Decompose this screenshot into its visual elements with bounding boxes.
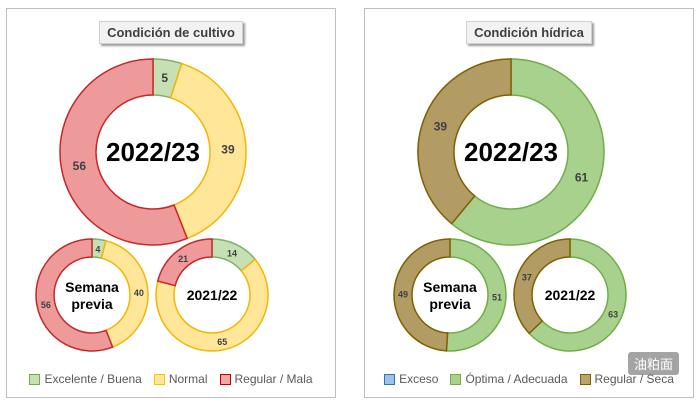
legend-swatch [29,373,41,385]
legend-label: Óptima / Adecuada [465,372,568,386]
donut-slice [393,238,451,352]
legend-swatch [219,373,231,385]
previous-week-label: Semana previa [65,279,119,312]
donut-slice [59,58,189,246]
donut-slice [155,258,269,352]
crop-condition-title: Condición de cultivo [99,21,243,44]
donut-slice [156,238,213,287]
data-label: 65 [217,337,227,347]
donut-slice [445,238,507,352]
legend-item-regular-mala: Regular / Mala [219,372,313,386]
water-condition-donut-charts: -61392022/23-5149Semanaprevia063372021/2… [393,58,627,352]
data-label: 39 [221,143,235,157]
donut-slice [169,62,247,240]
legend-label: Normal [168,372,208,386]
data-label: 49 [398,290,408,300]
data-label: 37 [522,272,532,282]
legend-swatch [450,373,462,385]
water-condition-panel: Condición hídrica -61392022/23-5149Seman… [364,8,694,398]
data-label: 14 [227,248,237,258]
legend-label: Excelente / Buena [44,372,142,386]
water-condition-legend: Exceso Óptima / Adecuada Regular / Seca [365,372,693,386]
legend-item-optima-adecuada: Óptima / Adecuada [450,372,568,386]
donut-slice [528,238,627,352]
legend-item-regular-seca: Regular / Seca [579,372,674,386]
legend-item-normal: Normal [153,372,208,386]
last-season-label: 2021/22 [187,287,238,303]
data-label: 63 [608,310,618,320]
data-label: 51 [492,292,502,302]
donut-slice [35,238,114,352]
year-label: 2022/23 [464,137,558,167]
crop-condition-donut-charts: 5 39 56 2022/23 4 40 56 Semana previa 14 65 21 2021/… [35,58,269,352]
legend-item-excelente-buena: Excelente / Buena [29,372,142,386]
legend-swatch [579,373,591,385]
data-label: 39 [434,120,448,134]
watermark: 油粕面 [627,352,679,375]
last-season-label: 2021/22 [545,287,596,303]
crop-condition-legend: Excelente / Buena Normal Regular / Mala [7,372,335,386]
legend-label: Regular / Mala [234,372,313,386]
water-condition-title: Condición hídrica [466,21,592,44]
data-label: 56 [41,300,51,310]
donut-slice [513,238,571,335]
legend-item-exceso: Exceso [384,372,438,386]
data-label: 21 [178,254,188,264]
year-label: 2022/23 [106,137,200,167]
data-label: 61 [575,170,589,184]
data-label: 40 [134,288,144,298]
crop-condition-panel: Condición de cultivo 5 39 56 2022/23 4 40 56 Se… [6,8,336,398]
legend-label: Regular / Seca [594,372,674,386]
donut-slice [417,58,512,225]
data-label: 56 [73,159,87,173]
previous-week-label: Semana previa [423,279,477,312]
data-label: 5 [161,71,168,85]
donut-slice [450,58,605,246]
legend-label: Exceso [399,372,439,386]
legend-swatch [384,373,396,385]
legend-swatch [153,373,165,385]
data-label: 4 [95,244,100,254]
